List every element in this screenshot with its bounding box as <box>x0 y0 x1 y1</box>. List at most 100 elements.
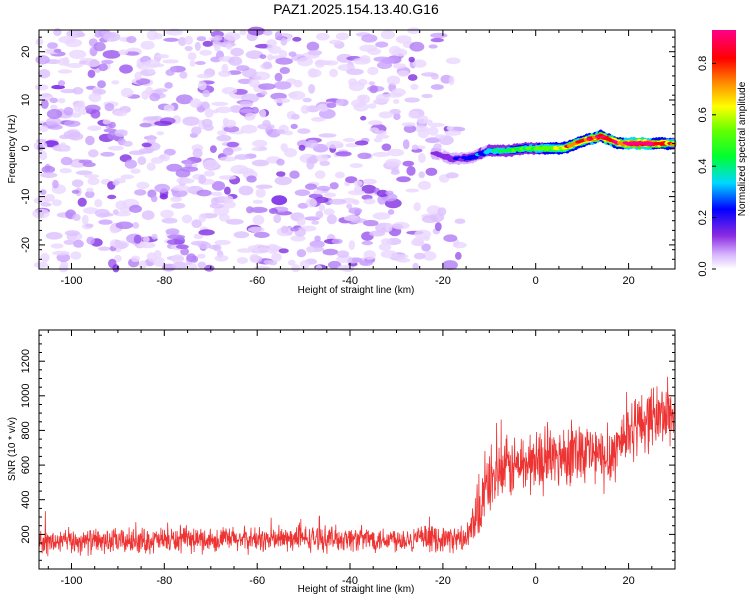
figure-title: PAZ1.2025.154.13.40.G16 <box>273 1 439 17</box>
heatmap-cell <box>311 220 320 225</box>
heatmap-cell <box>182 116 200 126</box>
heatmap-cell <box>146 162 156 171</box>
heatmap-cell <box>122 140 133 147</box>
heatmap-cell <box>115 200 127 210</box>
snr-panel: -100 -80 -60 -40 -20 0 2020040060080010001200 … <box>7 329 676 595</box>
heatmap-cell <box>227 70 242 75</box>
heatmap-cell <box>392 221 410 230</box>
heatmap-xtick-label: -100 <box>60 275 82 287</box>
heatmap-cell <box>234 154 250 160</box>
heatmap-cell <box>47 42 58 49</box>
heatmap-cell <box>336 53 353 64</box>
heatmap-cell <box>165 228 180 236</box>
heatmap-cell <box>417 180 432 190</box>
heatmap-cell <box>192 148 203 159</box>
heatmap-cell <box>409 41 425 52</box>
heatmap-xtick-label: -20 <box>435 275 451 287</box>
heatmap-cell <box>375 134 390 139</box>
heatmap-cell <box>94 30 102 38</box>
snr-xtick-label: 20 <box>622 575 634 587</box>
heatmap-cell <box>149 92 161 102</box>
snr-ytick-label: 1200 <box>20 349 32 373</box>
heatmap-cell <box>357 152 372 159</box>
heatmap-cell <box>378 243 392 251</box>
heatmap-xlabel: Height of straight line (km) <box>298 285 415 296</box>
heatmap-cell <box>103 31 121 42</box>
heatmap-cell <box>114 254 122 263</box>
heatmap-cell <box>351 257 363 263</box>
heatmap-cell <box>308 84 316 94</box>
heatmap-cell <box>210 191 223 197</box>
heatmap-cell <box>276 158 285 166</box>
heatmap-cell <box>381 143 392 151</box>
heatmap-cell <box>88 92 102 103</box>
heatmap-cell <box>390 170 400 175</box>
snr-series-line <box>39 376 675 557</box>
heatmap-cell <box>57 98 66 104</box>
heatmap-cell <box>273 81 292 90</box>
heatmap-cell <box>45 232 63 240</box>
heatmap-cell <box>255 188 266 198</box>
heatmap-cell <box>93 42 106 52</box>
heatmap-cell <box>78 159 93 164</box>
heatmap-cell <box>208 244 220 250</box>
heatmap-cell <box>329 182 339 190</box>
heatmap-cell <box>189 60 196 67</box>
heatmap-cell <box>90 109 101 119</box>
heatmap-cell <box>197 253 206 259</box>
heatmap-cell <box>124 51 140 56</box>
heatmap-cell <box>239 100 253 108</box>
heatmap-cell <box>223 32 241 41</box>
heatmap-ytick-label: 0 <box>20 145 32 151</box>
heatmap-cell <box>422 251 437 261</box>
heatmap-cell <box>86 187 94 193</box>
heatmap-cell <box>260 91 268 96</box>
heatmap-cell <box>141 90 149 100</box>
heatmap-cell <box>171 189 188 198</box>
heatmap-cell <box>59 168 72 174</box>
heatmap-ylabel: Frequency (Hz) <box>7 115 18 184</box>
heatmap-cell <box>428 44 438 49</box>
heatmap-cell <box>343 137 356 143</box>
heatmap-cell <box>39 125 49 132</box>
colorbar-label: Normalized spectral amplitude <box>737 81 748 216</box>
heatmap-cell <box>124 159 137 169</box>
heatmap-cell <box>52 250 70 256</box>
heatmap-cell <box>359 44 378 52</box>
heatmap-cell <box>258 83 276 90</box>
heatmap-cell <box>176 244 189 249</box>
heatmap-cell <box>64 120 81 127</box>
heatmap-cell <box>326 214 337 225</box>
colorbar-tick-label: 0.0 <box>697 261 709 276</box>
heatmap-cell <box>219 213 230 222</box>
heatmap-ridge <box>430 129 677 166</box>
heatmap-cell <box>372 99 380 105</box>
heatmap-cell <box>214 239 231 246</box>
heatmap-cell <box>196 73 212 79</box>
heatmap-cell <box>222 147 234 156</box>
heatmap-cell <box>274 72 283 82</box>
heatmap-cell <box>411 144 419 151</box>
heatmap-cell <box>348 81 365 92</box>
heatmap-cell <box>97 80 106 89</box>
heatmap-cell <box>249 253 260 263</box>
heatmap-cell <box>275 57 293 65</box>
heatmap-cell <box>193 233 204 239</box>
heatmap-cell <box>39 93 54 101</box>
heatmap-cell <box>401 122 416 127</box>
heatmap-cell <box>76 32 86 37</box>
heatmap-cell <box>221 87 238 95</box>
heatmap-cell <box>237 248 255 253</box>
heatmap-cell <box>255 184 273 189</box>
heatmap-cell <box>203 170 215 177</box>
heatmap-cell <box>163 37 179 42</box>
snr-frame <box>38 329 676 570</box>
heatmap-cell <box>211 101 229 106</box>
heatmap-cell <box>323 192 337 198</box>
heatmap-xtick-label: 0 <box>533 275 539 287</box>
heatmap-cell <box>288 259 296 266</box>
heatmap-cell <box>75 170 93 176</box>
heatmap-cell <box>203 264 215 272</box>
